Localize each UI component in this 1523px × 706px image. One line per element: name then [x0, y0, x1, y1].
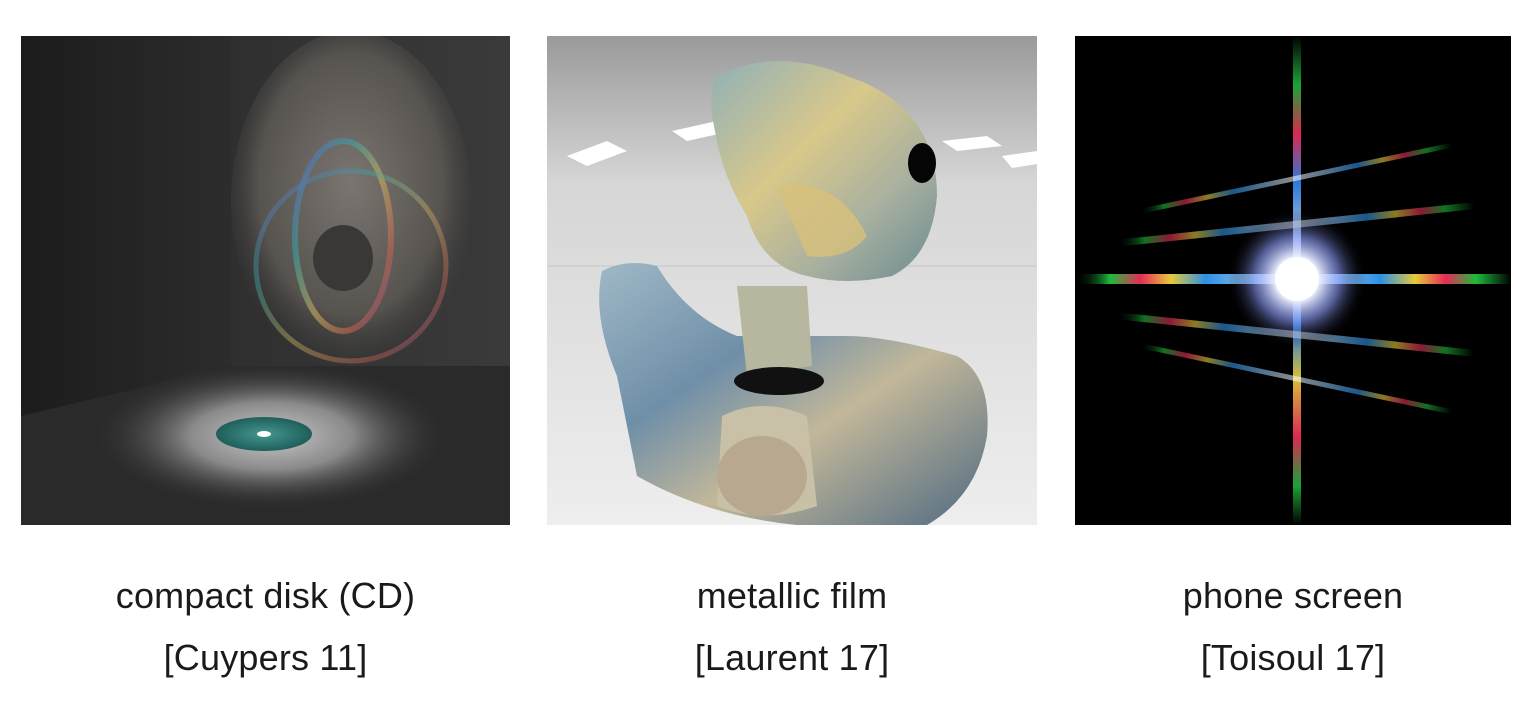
- caption-cd: compact disk (CD) [Cuypers 11]: [21, 565, 510, 689]
- caption-title: phone screen: [1182, 575, 1404, 616]
- caption-citation: [Cuypers 11]: [163, 637, 368, 678]
- caption-citation: [Toisoul 17]: [1200, 637, 1386, 678]
- caption-title: compact disk (CD): [115, 575, 416, 616]
- caption-metallic-film: metallic film [Laurent 17]: [547, 565, 1037, 689]
- metallic-bust-render-image: [547, 36, 1037, 525]
- caption-title: metallic film: [696, 575, 888, 616]
- cd-render-image: [21, 36, 510, 525]
- caption-phone-screen: phone screen [Toisoul 17]: [1075, 565, 1511, 689]
- diffraction-star-render-image: [1075, 36, 1511, 525]
- caption-citation: [Laurent 17]: [694, 637, 890, 678]
